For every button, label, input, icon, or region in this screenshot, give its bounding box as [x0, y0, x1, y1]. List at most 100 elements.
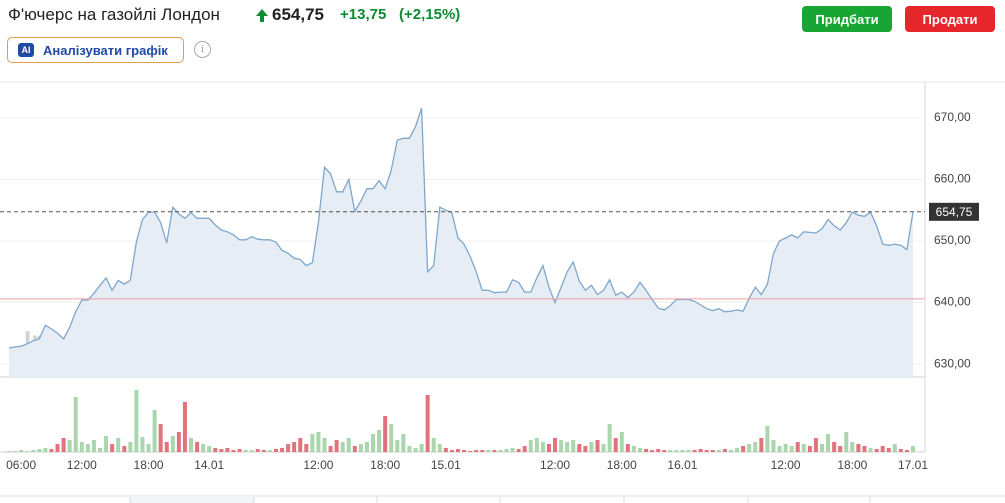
- volume-bar: [777, 446, 782, 452]
- volume-bar: [583, 446, 588, 452]
- volume-bar: [261, 450, 266, 452]
- price-line: [8, 107, 914, 349]
- volume-bar: [395, 440, 400, 452]
- volume-bar: [728, 450, 733, 452]
- volume-bar: [486, 450, 491, 452]
- volume-bar: [73, 397, 78, 452]
- volume-bar: [474, 450, 479, 452]
- volume-bar: [346, 438, 351, 452]
- volume-bar: [504, 449, 509, 452]
- volume-bar: [783, 444, 788, 452]
- volume-bar: [267, 450, 272, 452]
- volume-bar: [813, 438, 818, 452]
- ai-badge: AI: [18, 43, 34, 57]
- volume-bar: [31, 450, 36, 452]
- volume-bar: [364, 442, 369, 452]
- x-tick-label: 17.01: [898, 458, 928, 472]
- volume-bar: [304, 444, 309, 452]
- volume-bar: [104, 436, 109, 452]
- volume-bar: [437, 444, 442, 452]
- volume-bar: [516, 449, 521, 452]
- volume-bar: [110, 444, 115, 452]
- volume-bar: [510, 448, 515, 452]
- volume-bar: [880, 446, 885, 452]
- volume-bar: [838, 446, 843, 452]
- volume-bar: [668, 450, 673, 452]
- y-tick-label: 660,00: [934, 172, 971, 186]
- volume-bar: [116, 438, 121, 452]
- x-tick-label: 18:00: [134, 458, 164, 472]
- volume-bar: [371, 434, 376, 452]
- volume-bar: [280, 448, 285, 452]
- volume-bar: [898, 449, 903, 452]
- volume-bar: [91, 440, 96, 452]
- volume-bar: [219, 449, 224, 452]
- x-tick-label: 15.01: [431, 458, 461, 472]
- volume-bar: [540, 442, 545, 452]
- volume-bar: [225, 448, 230, 452]
- analyze-button[interactable]: AI Аналізувати графік: [7, 37, 184, 63]
- volume-bar: [176, 432, 181, 452]
- volume-bar: [449, 450, 454, 452]
- analyze-label: Аналізувати графік: [43, 43, 168, 58]
- volume-bar: [601, 444, 606, 452]
- volume-bar: [826, 434, 831, 452]
- volume-bar: [334, 440, 339, 452]
- sell-button[interactable]: Продати: [905, 6, 995, 32]
- volume-bar: [243, 450, 248, 452]
- volume-bar: [79, 442, 84, 452]
- volume-bar: [213, 448, 218, 452]
- volume-bar: [310, 434, 315, 452]
- volume-bar: [698, 449, 703, 452]
- instrument-title: Ф'ючерс на газойлі Лондон: [8, 5, 220, 24]
- volume-bar: [98, 448, 103, 452]
- volume-bar: [158, 424, 163, 452]
- volume-bar: [468, 451, 473, 452]
- volume-bar: [273, 449, 278, 452]
- volume-bar: [492, 450, 497, 452]
- volume-bar: [528, 440, 533, 452]
- volume-bar: [534, 438, 539, 452]
- volume-bar: [316, 432, 321, 452]
- volume-bar: [674, 450, 679, 452]
- volume-bar: [43, 448, 48, 452]
- volume-bar: [286, 444, 291, 452]
- x-tick-label: 16.01: [667, 458, 697, 472]
- volume-bar: [686, 450, 691, 452]
- volume-bar: [201, 444, 206, 452]
- volume-bar: [182, 402, 187, 452]
- volume-bar: [571, 440, 576, 452]
- volume-bar: [383, 416, 388, 452]
- volume-bar: [765, 426, 770, 452]
- volume-bar: [443, 448, 448, 452]
- volume-bar: [13, 451, 18, 452]
- volume-bar: [49, 449, 54, 452]
- volume-bar: [565, 442, 570, 452]
- volume-bar: [613, 438, 618, 452]
- volume-bar: [498, 450, 503, 452]
- volume-bar: [85, 444, 90, 452]
- volume-bar: [595, 440, 600, 452]
- last-price: 654,75: [272, 5, 324, 24]
- volume-bar: [237, 449, 242, 452]
- volume-bar: [553, 438, 558, 452]
- x-tick-label: 12:00: [303, 458, 333, 472]
- volume-bar: [189, 438, 194, 452]
- x-tick-label: 14.01: [194, 458, 224, 472]
- volume-bar: [328, 446, 333, 452]
- volume-bar: [856, 444, 861, 452]
- x-tick-label: 18:00: [607, 458, 637, 472]
- volume-bar: [546, 444, 551, 452]
- volume-bar: [692, 450, 697, 452]
- volume-bar: [868, 448, 873, 452]
- volume-bar: [892, 444, 897, 452]
- volume-bar: [801, 444, 806, 452]
- info-icon[interactable]: i: [194, 41, 211, 58]
- volume-bar: [340, 442, 345, 452]
- volume-bar: [577, 444, 582, 452]
- buy-button[interactable]: Придбати: [802, 6, 892, 32]
- volume-bar: [425, 395, 430, 452]
- volume-bar: [862, 446, 867, 452]
- volume-bar: [455, 449, 460, 452]
